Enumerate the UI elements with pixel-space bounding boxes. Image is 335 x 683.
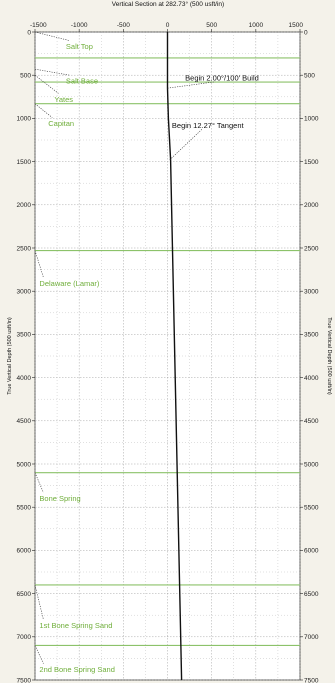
x-tick-label: 0 <box>166 22 170 29</box>
formation-leader-line <box>34 584 44 620</box>
annotation-label: Begin 12.27° Tangent <box>172 121 245 130</box>
y-tick-label: 500 <box>20 73 31 80</box>
y-tick-label-right: 0 <box>304 29 308 36</box>
y-axis-ticks-left: 0 500 1000 1500 2000 2500 3000 3500 4000 4500 5000… <box>17 29 35 683</box>
formation-label: Bone Spring <box>39 494 80 503</box>
x-axis-ticks: -1500 -1000 -500 0 500 1000 1500 <box>30 22 303 32</box>
y-tick-label: 5000 <box>17 461 32 468</box>
formation-label: Salt Base <box>66 77 98 86</box>
y-tick-label: 6000 <box>17 548 32 555</box>
y-axis-label-right: True Vertical Depth (500 usft/in) <box>326 317 332 395</box>
formation-label: Capitan <box>48 119 74 128</box>
y-tick-label-right: 6500 <box>304 591 319 598</box>
y-tick-label-right: 1500 <box>304 159 319 166</box>
y-tick-label: 7000 <box>17 634 32 641</box>
y-tick-label: 2500 <box>17 245 32 252</box>
y-tick-label-right: 2000 <box>304 202 319 209</box>
annotation-label: Begin 2.00°/100' Build <box>185 73 259 82</box>
y-axis-label-left: True Vertical Depth (500 usft/in) <box>7 317 13 395</box>
formation-leader-line <box>34 645 44 664</box>
formation-label: Delaware (Lamar) <box>39 279 100 288</box>
y-tick-label-right: 6000 <box>304 548 319 555</box>
y-tick-label: 5500 <box>17 505 32 512</box>
y-tick-label-right: 7500 <box>304 677 319 683</box>
y-tick-label-right: 500 <box>304 73 315 80</box>
y-tick-label-right: 2500 <box>304 245 319 252</box>
y-tick-label-right: 5500 <box>304 505 319 512</box>
y-tick-label-right: 3000 <box>304 289 319 296</box>
formation-label: Salt Top <box>66 42 93 51</box>
formation-leader-line <box>34 68 70 76</box>
well-path-series <box>166 32 183 681</box>
y-tick-label-right: 3500 <box>304 332 319 339</box>
formation-label: Yates <box>54 95 73 104</box>
y-tick-label: 2000 <box>17 202 32 209</box>
formation-leader-line <box>34 74 59 94</box>
y-axis-ticks-right: 0 500 1000 1500 2000 2500 3000 3500 4000 4500 5000… <box>300 29 319 683</box>
y-tick-label: 4500 <box>17 418 32 425</box>
y-tick-label: 6500 <box>17 591 32 598</box>
chart-title: Vertical Section at 282.73° (500 usft/in… <box>112 0 224 8</box>
y-tick-label: 3500 <box>17 332 32 339</box>
y-tick-label: 3000 <box>17 289 32 296</box>
x-tick-label: 1500 <box>289 22 304 29</box>
y-tick-label: 1000 <box>17 116 32 123</box>
formation-leader-line <box>34 31 70 41</box>
y-tick-label-right: 4000 <box>304 375 319 382</box>
annotations: Salt Top Salt Base Yates Capitan Delaware (L… <box>34 31 259 674</box>
y-tick-label-right: 1000 <box>304 116 319 123</box>
formation-label: 2nd Bone Spring Sand <box>39 665 114 674</box>
x-tick-label: -1000 <box>71 22 88 29</box>
x-tick-label: -1500 <box>30 22 47 29</box>
y-tick-label: 7500 <box>17 677 32 683</box>
y-tick-label-right: 7000 <box>304 634 319 641</box>
y-tick-label: 0 <box>27 29 31 36</box>
annotation-leader-line <box>169 129 203 161</box>
x-tick-label: 1000 <box>249 22 264 29</box>
y-tick-label-right: 4500 <box>304 418 319 425</box>
x-tick-label: -500 <box>117 22 130 29</box>
formation-label: 1st Bone Spring Sand <box>39 621 112 630</box>
y-tick-label: 4000 <box>17 375 32 382</box>
annotation-leader-line <box>167 81 216 89</box>
well-path-line <box>166 32 183 681</box>
y-tick-label: 1500 <box>17 159 32 166</box>
x-tick-label: 500 <box>206 22 217 29</box>
y-tick-label-right: 5000 <box>304 461 319 468</box>
